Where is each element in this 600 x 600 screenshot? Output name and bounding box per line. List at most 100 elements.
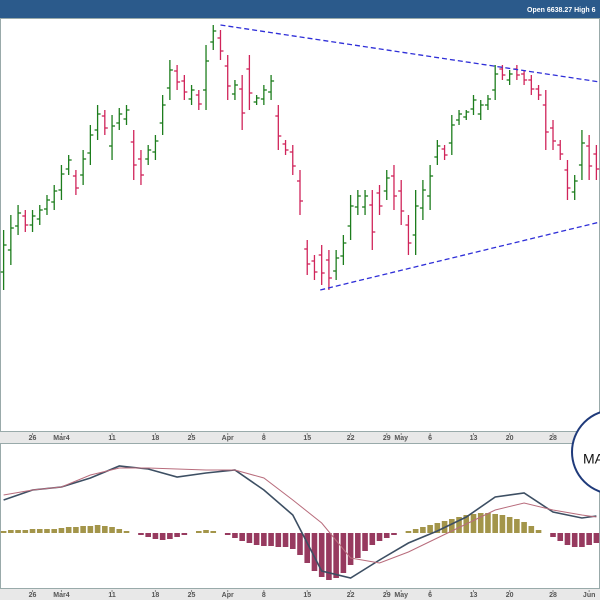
- histogram-bar: [203, 530, 209, 533]
- histogram-bar: [412, 529, 419, 533]
- histogram-bar: [586, 533, 592, 545]
- histogram-bar: [51, 529, 58, 533]
- histogram-bar: [261, 533, 267, 546]
- x-tick-label: 20: [506, 592, 514, 599]
- x-tick-label: 22: [347, 592, 355, 599]
- histogram-bar: [297, 533, 303, 555]
- histogram-bar: [116, 529, 123, 533]
- x-tick-label: Jun: [583, 592, 595, 599]
- x-tick-label: 6: [428, 435, 432, 442]
- histogram-bar: [470, 514, 477, 533]
- histogram-bar: [102, 526, 108, 533]
- histogram-bar: [94, 525, 101, 533]
- histogram-bar: [275, 533, 282, 547]
- x-tick-label: Apr: [222, 592, 234, 599]
- histogram-bar: [579, 533, 585, 547]
- histogram-bar: [557, 533, 564, 541]
- histogram-bar: [528, 526, 535, 533]
- histogram-bar: [593, 533, 600, 543]
- histogram-bar: [145, 533, 151, 537]
- x-tick-label: 28: [549, 435, 557, 442]
- x-tick-label: Mar4: [53, 435, 69, 442]
- histogram-bar: [347, 533, 354, 565]
- histogram-bar: [506, 517, 513, 533]
- x-tick-label: 20: [506, 435, 514, 442]
- histogram-bar: [420, 527, 426, 533]
- histogram-bar: [58, 528, 65, 533]
- histogram-bar: [167, 533, 173, 539]
- x-tick-label: 25: [188, 435, 196, 442]
- x-tick-label: 11: [108, 592, 116, 599]
- histogram-bar: [304, 533, 311, 563]
- badge: [571, 411, 600, 493]
- x-tick-label: 18: [152, 592, 160, 599]
- histogram-bar: [282, 533, 289, 547]
- histogram-bar: [44, 529, 50, 533]
- histogram-bar: [159, 533, 166, 540]
- trendline: [320, 221, 600, 291]
- histogram-bar: [239, 533, 245, 541]
- x-tick-label: 22: [347, 435, 355, 442]
- histogram-bar: [181, 533, 188, 535]
- histogram-bar: [405, 531, 412, 533]
- histogram-bar: [318, 533, 325, 577]
- histogram-bar: [8, 530, 14, 533]
- histogram-bar: [224, 533, 231, 535]
- histogram-bar: [246, 533, 253, 543]
- histogram-bar: [376, 533, 383, 541]
- histogram-bar: [36, 529, 43, 533]
- histogram-bar: [326, 533, 332, 580]
- badge-text: MA: [583, 451, 600, 467]
- histogram-bar: [434, 523, 441, 533]
- histogram-bar: [391, 533, 397, 535]
- histogram-bar: [456, 517, 462, 533]
- histogram-bar: [289, 533, 296, 549]
- histogram-bar: [22, 530, 29, 533]
- x-tick-label: Apr: [222, 435, 234, 442]
- histogram-bar: [449, 519, 455, 533]
- x-tick-label: 25: [188, 592, 196, 599]
- histogram-bar: [535, 530, 542, 533]
- x-tick-label: 29: [383, 592, 391, 599]
- x-tick-label: Mar4: [53, 592, 69, 599]
- x-tick-label: 8: [262, 435, 266, 442]
- x-tick-label: May: [394, 592, 408, 599]
- histogram-bar: [514, 519, 520, 533]
- histogram-bar: [29, 529, 36, 533]
- histogram-bar: [564, 533, 571, 545]
- histogram-bar: [232, 533, 238, 538]
- x-tick-label: 29: [383, 435, 391, 442]
- histogram-bar: [15, 530, 21, 533]
- histogram-bar: [65, 527, 72, 533]
- histogram-bar: [311, 533, 318, 571]
- histogram-bar: [109, 527, 115, 533]
- x-tick-label: 26: [29, 592, 37, 599]
- histogram-bar: [174, 533, 180, 537]
- histogram-bar: [138, 533, 144, 535]
- x-tick-label: May: [394, 435, 408, 442]
- header-text: Open 6638.27 High 6: [527, 7, 596, 14]
- histogram-bar: [427, 525, 433, 533]
- x-tick-label: 15: [303, 435, 311, 442]
- histogram-bar: [123, 531, 130, 533]
- histogram-bar: [0, 531, 7, 533]
- histogram-bar: [477, 513, 484, 533]
- x-tick-label: 11: [108, 435, 116, 442]
- histogram-bar: [550, 533, 556, 537]
- x-tick-label: 28: [549, 592, 557, 599]
- histogram-bar: [80, 526, 86, 533]
- macd-line: [3, 467, 597, 564]
- histogram-bar: [73, 527, 79, 533]
- x-tick-label: 15: [303, 592, 311, 599]
- x-tick-label: 8: [262, 592, 266, 599]
- histogram-bar: [383, 533, 390, 538]
- header-bar: [0, 0, 600, 18]
- histogram-bar: [571, 533, 578, 547]
- macd-panel: [0, 443, 600, 589]
- x-tick-label: 6: [428, 592, 432, 599]
- x-tick-label: 26: [29, 435, 37, 442]
- date-strip: [0, 432, 600, 443]
- histogram-bar: [492, 514, 498, 533]
